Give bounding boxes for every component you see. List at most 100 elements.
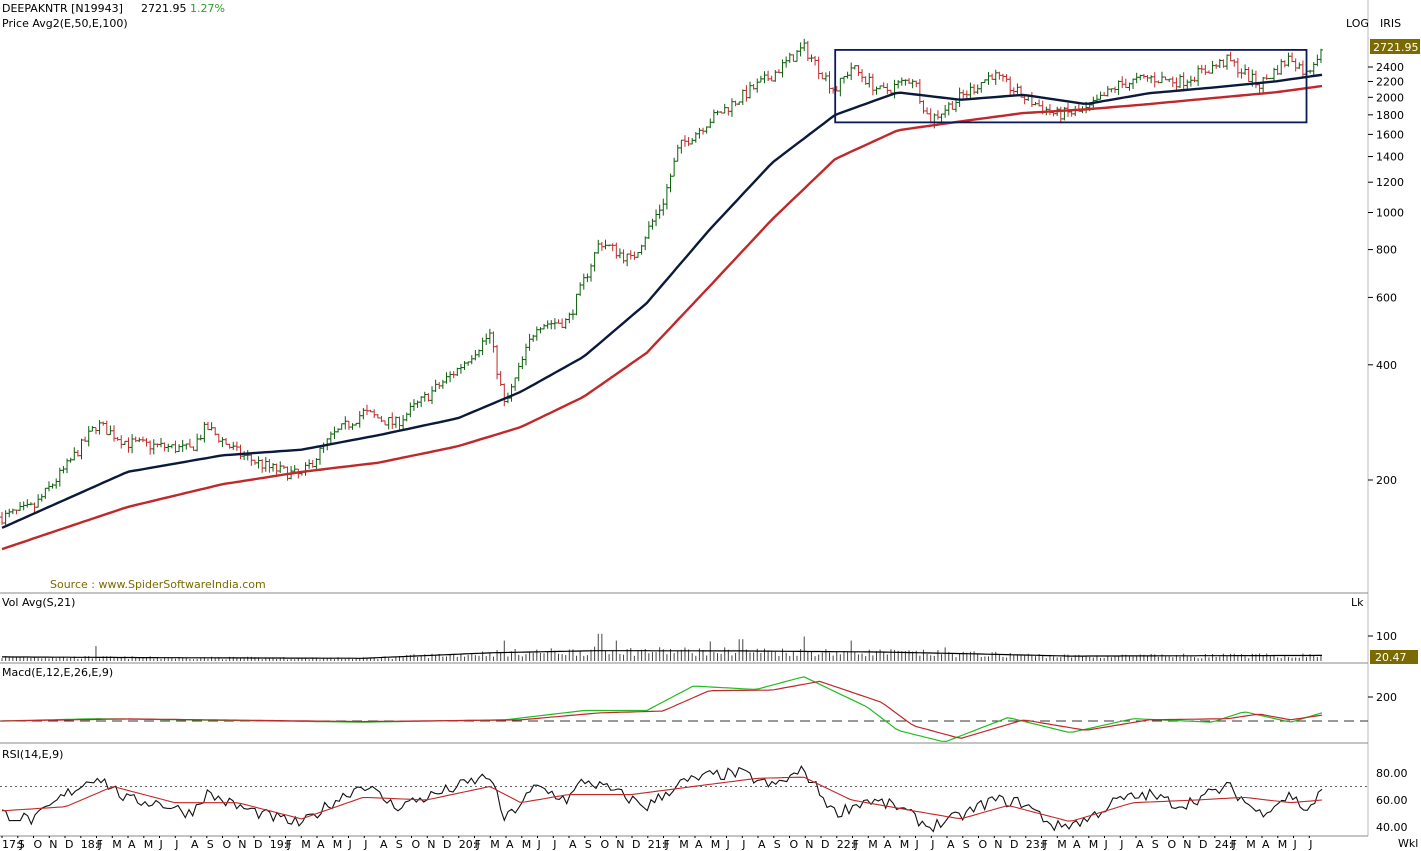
price-tick-label: 1200 [1376, 176, 1404, 189]
price-bar [1109, 88, 1114, 93]
time-axis-label: N [994, 838, 1002, 851]
price-bar [755, 78, 760, 93]
price-bar [234, 441, 239, 451]
time-axis-label: 18:J [81, 838, 102, 851]
price-bar [3, 510, 8, 525]
price-bar [1134, 72, 1139, 84]
price-bar [650, 218, 655, 230]
price-bar [545, 320, 550, 329]
time-axis-label: S [1152, 838, 1159, 851]
log-scale-toggle[interactable]: LOG [1346, 17, 1369, 30]
price-bar [1152, 72, 1157, 88]
last-price-badge: 2721.95 [1370, 39, 1420, 54]
price-bar [43, 487, 48, 499]
time-axis-label: N [1183, 838, 1191, 851]
price-bar [140, 436, 145, 443]
price-bar [180, 439, 185, 452]
price-bar [635, 252, 640, 258]
rsi-signal-line [1, 776, 1323, 822]
price-bar [368, 409, 373, 413]
time-axis-label: A [128, 838, 136, 851]
price-bar [307, 459, 312, 469]
price-bar [231, 441, 236, 450]
price-bar [1112, 86, 1117, 93]
price-bar [1196, 65, 1201, 87]
price-bar [1149, 75, 1154, 84]
time-axis-label: M [112, 838, 122, 851]
change-label: 1.27% [190, 2, 225, 15]
price-bar [292, 465, 297, 473]
price-bar [1138, 74, 1143, 81]
consolidation-box [834, 49, 1308, 124]
price-bar [430, 386, 435, 405]
price-bar [762, 71, 767, 84]
time-axis-label: M [711, 838, 721, 851]
price-bar [668, 173, 673, 193]
price-bar [603, 239, 608, 250]
price-bar [1286, 52, 1291, 67]
period-label[interactable]: Wkl [1398, 837, 1418, 850]
price-bar [65, 458, 70, 474]
time-axis-label: J [348, 838, 352, 851]
price-bar [1105, 86, 1110, 97]
time-axis-label: M [522, 838, 532, 851]
price-bar [585, 273, 590, 283]
price-bar [1008, 76, 1013, 95]
price-bar [1210, 60, 1215, 74]
price-bar [599, 242, 604, 251]
price-bar [679, 139, 684, 154]
price-bar [1185, 79, 1190, 89]
price-bar [925, 107, 930, 115]
brand-label: IRIS [1380, 17, 1401, 30]
price-bar [1159, 71, 1164, 84]
price-bar [570, 309, 575, 320]
time-axis-label: D [1199, 838, 1207, 851]
price-bar [148, 440, 153, 455]
price-bar [151, 439, 156, 455]
price-bar [1225, 54, 1230, 70]
price-bar [54, 478, 59, 489]
price-bar [379, 415, 384, 423]
time-axis-label: N [616, 838, 624, 851]
price-bar [433, 379, 438, 393]
price-bar [260, 459, 265, 473]
last-price-badge-bg [1370, 39, 1420, 54]
price-bar [935, 110, 940, 120]
time-axis-label: O [979, 838, 988, 851]
price-bar [390, 412, 395, 429]
price-bar [1167, 78, 1172, 83]
rsi-tick-40: 40.00 [1376, 821, 1408, 834]
price-bar [968, 82, 973, 99]
price-bar [708, 118, 713, 129]
price-bar [328, 431, 333, 445]
time-axis-label: J [1104, 838, 1108, 851]
time-axis-label: N [805, 838, 813, 851]
price-bar [979, 82, 984, 93]
price-bar [346, 420, 351, 430]
price-bar [704, 126, 709, 134]
price-bar [1206, 70, 1211, 74]
price-bar [75, 450, 80, 457]
volume-title: Vol Avg(S,21) [2, 596, 75, 609]
price-tick-label: 2200 [1376, 75, 1404, 88]
price-bar [1037, 99, 1042, 107]
price-bar [990, 73, 995, 80]
price-bar [1239, 68, 1244, 79]
price-bar [419, 396, 424, 408]
price-bar [946, 102, 951, 116]
time-axis-label: D [443, 838, 451, 851]
price-bar [1232, 59, 1237, 67]
price-bar [14, 509, 19, 515]
price-bar [867, 73, 872, 88]
time-axis-label: J [1293, 838, 1297, 851]
price-bar [1217, 58, 1222, 69]
price-bar [928, 108, 933, 124]
price-bar [751, 84, 756, 90]
volume-badge-bg [1370, 650, 1418, 664]
price-bar [520, 356, 525, 370]
price-bar [187, 438, 192, 448]
price-bar [914, 80, 919, 88]
time-axis-label: F [1231, 838, 1237, 851]
price-bar [401, 414, 406, 431]
